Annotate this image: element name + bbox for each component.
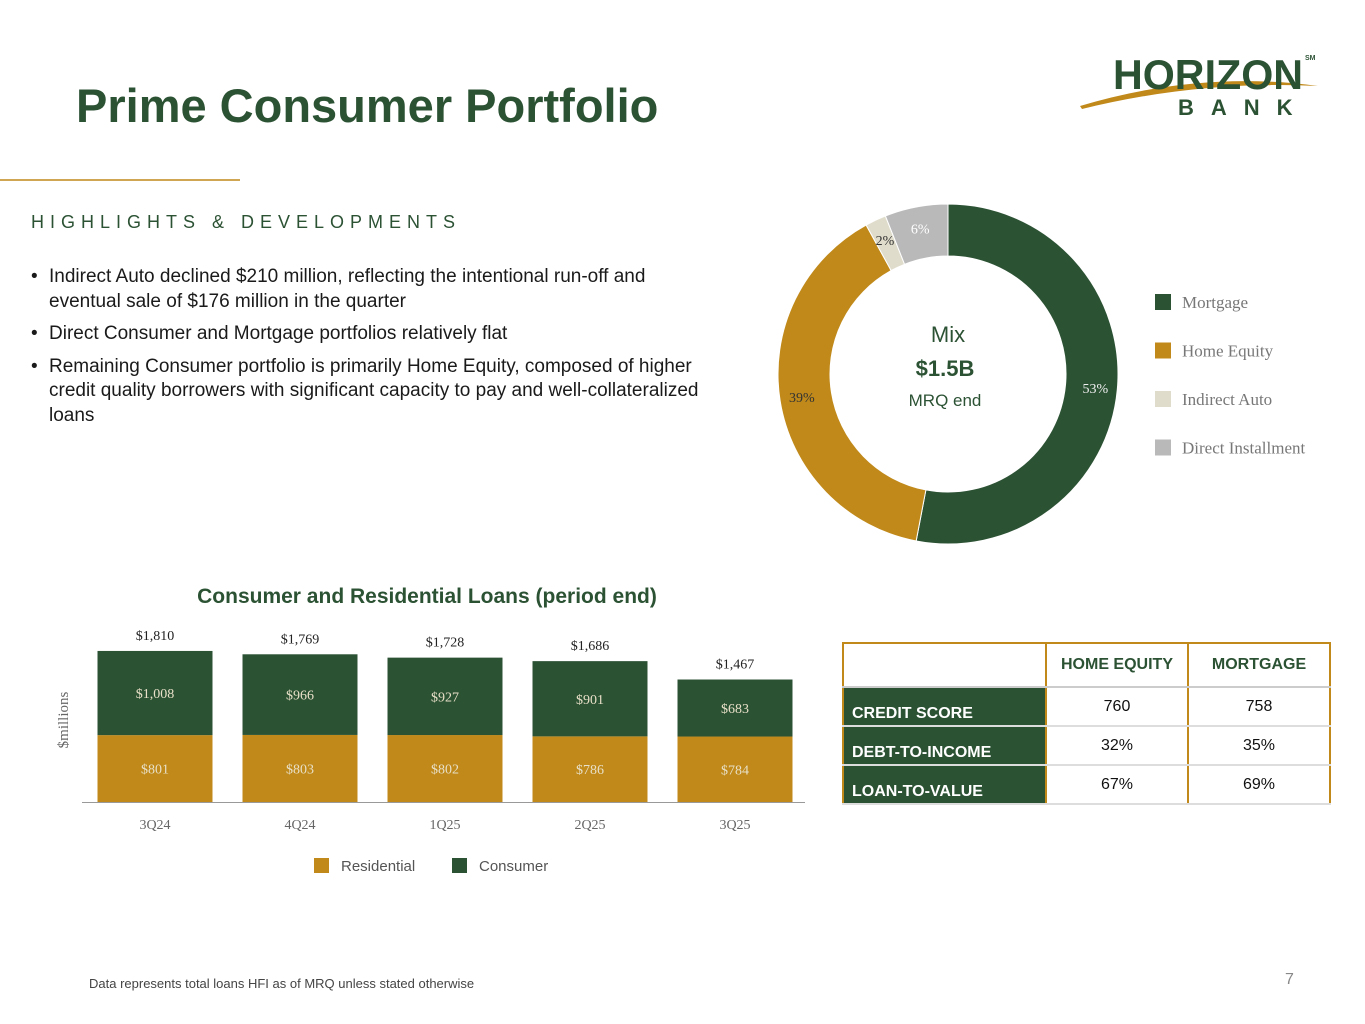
- footnote: Data represents total loans HFI as of MR…: [89, 976, 474, 991]
- bar-value-label: $683: [721, 702, 749, 717]
- bullet: Remaining Consumer portfolio is primaril…: [31, 355, 721, 429]
- bar-segment: [97, 735, 213, 802]
- logo-mark: SM: [1305, 55, 1316, 62]
- cell: 758: [1187, 686, 1331, 727]
- bar-value-label: $966: [286, 689, 314, 704]
- bar-total-label: $1,686: [571, 639, 610, 654]
- bar-segment: [242, 734, 358, 802]
- donut-center-title: Mix: [931, 322, 965, 347]
- legend-swatch: [452, 858, 467, 873]
- donut-slice: [884, 203, 949, 265]
- cell: 35%: [1187, 725, 1331, 766]
- row-label: CREDIT SCORE: [842, 686, 1047, 727]
- bar-segment: [387, 657, 503, 736]
- legend-label: Indirect Auto: [1182, 390, 1272, 409]
- table-header: HOME EQUITY MORTGAGE: [842, 642, 1331, 688]
- cell: 69%: [1187, 764, 1331, 805]
- bar-segment: [242, 654, 358, 735]
- table-row: DEBT-TO-INCOME 32% 35%: [842, 725, 1331, 766]
- slice-label: 2%: [876, 234, 895, 249]
- legend-swatch: [1155, 391, 1171, 407]
- slice-label: 39%: [789, 391, 815, 406]
- x-tick-label: 4Q24: [284, 818, 315, 833]
- bar-segment: [97, 650, 213, 736]
- donut-slice: [915, 203, 1119, 545]
- section-heading: HIGHLIGHTS & DEVELOPMENTS: [31, 212, 461, 232]
- cell: 760: [1045, 686, 1189, 727]
- logo-swoosh: [1080, 81, 1318, 109]
- bar-segment: [677, 679, 793, 737]
- donut-center-subtitle: MRQ end: [909, 391, 982, 410]
- x-tick-label: 3Q24: [139, 818, 170, 833]
- bullet: Direct Consumer and Mortgage portfolios …: [31, 322, 721, 347]
- page-number: 7: [1285, 971, 1294, 988]
- bar-value-label: $803: [286, 762, 314, 777]
- row-label: DEBT-TO-INCOME: [842, 725, 1047, 766]
- donut-center-value: $1.5B: [916, 356, 975, 381]
- bar-value-label: $801: [141, 763, 169, 778]
- bar-segment: [387, 735, 503, 802]
- bar-value-label: $802: [431, 763, 459, 778]
- legend-swatch: [1155, 342, 1171, 359]
- table-row: LOAN-TO-VALUE 67% 69%: [842, 764, 1331, 805]
- bar-chart-title: Consumer and Residential Loans (period e…: [197, 585, 657, 608]
- bar-total-label: $1,769: [281, 632, 320, 647]
- legend-label: Direct Installment: [1182, 439, 1305, 458]
- bullet: Indirect Auto declined $210 million, ref…: [31, 265, 721, 314]
- legend-label: Consumer: [479, 858, 548, 875]
- bar-value-label: $1,008: [136, 687, 175, 702]
- cell: 67%: [1045, 764, 1189, 805]
- title: Prime Consumer Portfolio: [76, 79, 658, 132]
- table-row: CREDIT SCORE 760 758: [842, 686, 1331, 727]
- x-tick-label: 2Q25: [574, 818, 605, 833]
- bar-segment: [677, 736, 793, 802]
- cell: 32%: [1045, 725, 1189, 766]
- x-tick-label: 3Q25: [719, 818, 750, 833]
- row-label: LOAN-TO-VALUE: [842, 764, 1047, 805]
- legend-label: Home Equity: [1182, 342, 1274, 361]
- legend-swatch: [314, 858, 329, 873]
- header-cell: [842, 642, 1047, 688]
- bar-total-label: $1,467: [716, 658, 755, 673]
- bar-total-label: $1,810: [136, 629, 175, 644]
- bar-value-label: $927: [431, 690, 459, 705]
- bar-segment: [532, 661, 648, 737]
- slice-label: 6%: [911, 223, 930, 238]
- donut-slice: [777, 224, 927, 542]
- legend-swatch: [1155, 439, 1171, 456]
- legend-label: Residential: [341, 858, 415, 875]
- x-tick-label: 1Q25: [429, 818, 460, 833]
- metrics-table: HOME EQUITY MORTGAGE CREDIT SCORE 760 758 D…: [842, 642, 1331, 805]
- slice-label: 53%: [1083, 382, 1109, 397]
- bullet-list: Indirect Auto declined $210 million, ref…: [31, 265, 721, 436]
- bar-segment: [532, 736, 648, 802]
- legend-label: Mortgage: [1182, 293, 1248, 312]
- bar-value-label: $786: [576, 763, 604, 778]
- header-cell: HOME EQUITY: [1045, 642, 1189, 688]
- bar-total-label: $1,728: [426, 636, 465, 651]
- y-axis-label: $millions: [56, 692, 72, 749]
- logo-name: HORIZON: [1113, 51, 1303, 98]
- logo-sub: BANK: [1178, 95, 1310, 120]
- bar-value-label: $901: [576, 693, 604, 708]
- legend-swatch: [1155, 294, 1171, 310]
- bar-value-label: $784: [721, 763, 749, 778]
- header-cell: MORTGAGE: [1187, 642, 1331, 688]
